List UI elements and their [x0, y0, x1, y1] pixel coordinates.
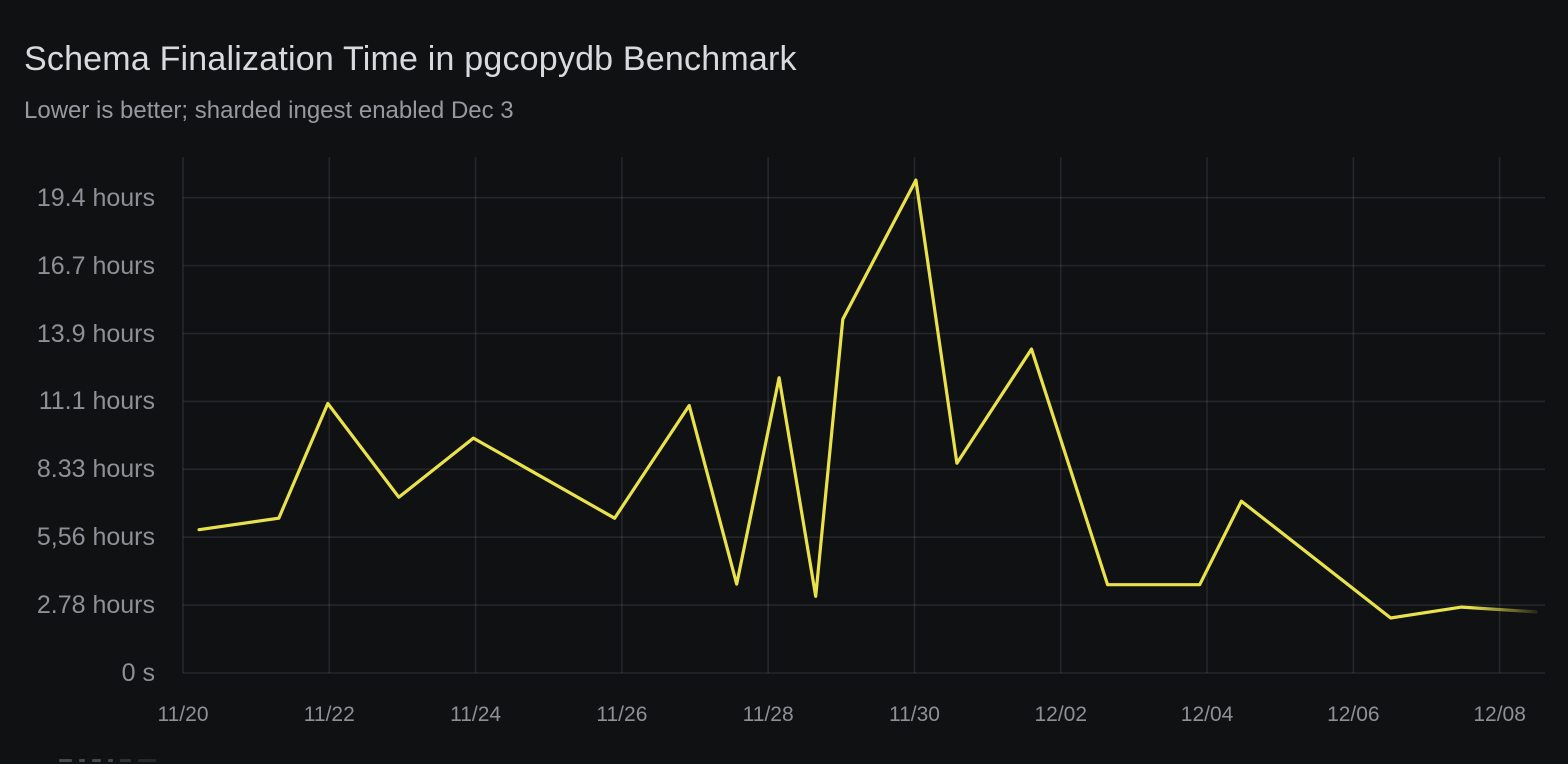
y-tick-label: 5,56 hours [36, 523, 155, 552]
legend-clipped-text-fragment [120, 759, 131, 762]
x-tick-label: 11/26 [596, 703, 648, 726]
y-axis-labels: 0 s 2.78 hours 5,56 hours 8.33 hours 11.1 ho… [0, 157, 160, 686]
y-tick-label: 19.4 hours [36, 183, 155, 212]
y-tick-label: 8.33 hours [36, 455, 155, 484]
legend-clipped-text-fragment [92, 759, 101, 762]
legend-clipped-text-fragment [138, 759, 156, 762]
x-tick-label: 12/04 [1180, 703, 1234, 726]
x-tick-label: 11/24 [450, 703, 502, 726]
gridlines [182, 157, 1545, 674]
legend-clipped-text-fragment [108, 759, 113, 762]
y-tick-label: 13.9 hours [36, 319, 155, 348]
series-line[interactable] [197, 178, 1538, 620]
y-tick-label: 16.7 hours [36, 251, 155, 280]
y-tick-label: 0 s [121, 659, 155, 687]
y-tick-label: 2.78 hours [36, 591, 155, 620]
x-tick-label: 11/22 [303, 703, 355, 726]
x-axis-labels: 11/20 11/22 11/24 11/26 11/28 11/30 12/02 12/04… [158, 701, 1545, 735]
legend-clipped-fragment[interactable] [59, 759, 156, 764]
time-series-line-chart[interactable] [182, 157, 1545, 674]
x-tick-label: 12/08 [1473, 703, 1526, 726]
plot-area[interactable] [182, 157, 1545, 674]
legend-clipped-text-fragment [79, 759, 85, 762]
x-tick-label: 12/06 [1327, 703, 1380, 726]
x-tick-label: 11/28 [742, 703, 794, 726]
legend-clipped-text-fragment [59, 759, 72, 762]
x-tick-label: 11/20 [157, 703, 209, 726]
x-tick-label: 11/30 [888, 703, 940, 726]
y-tick-label: 11.1 hours [38, 387, 155, 416]
x-tick-label: 12/02 [1034, 703, 1088, 726]
panel-title: Schema Finalization Time in pgcopydb Ben… [24, 40, 797, 78]
panel-subtitle: Lower is better; sharded ingest enabled … [24, 97, 514, 124]
